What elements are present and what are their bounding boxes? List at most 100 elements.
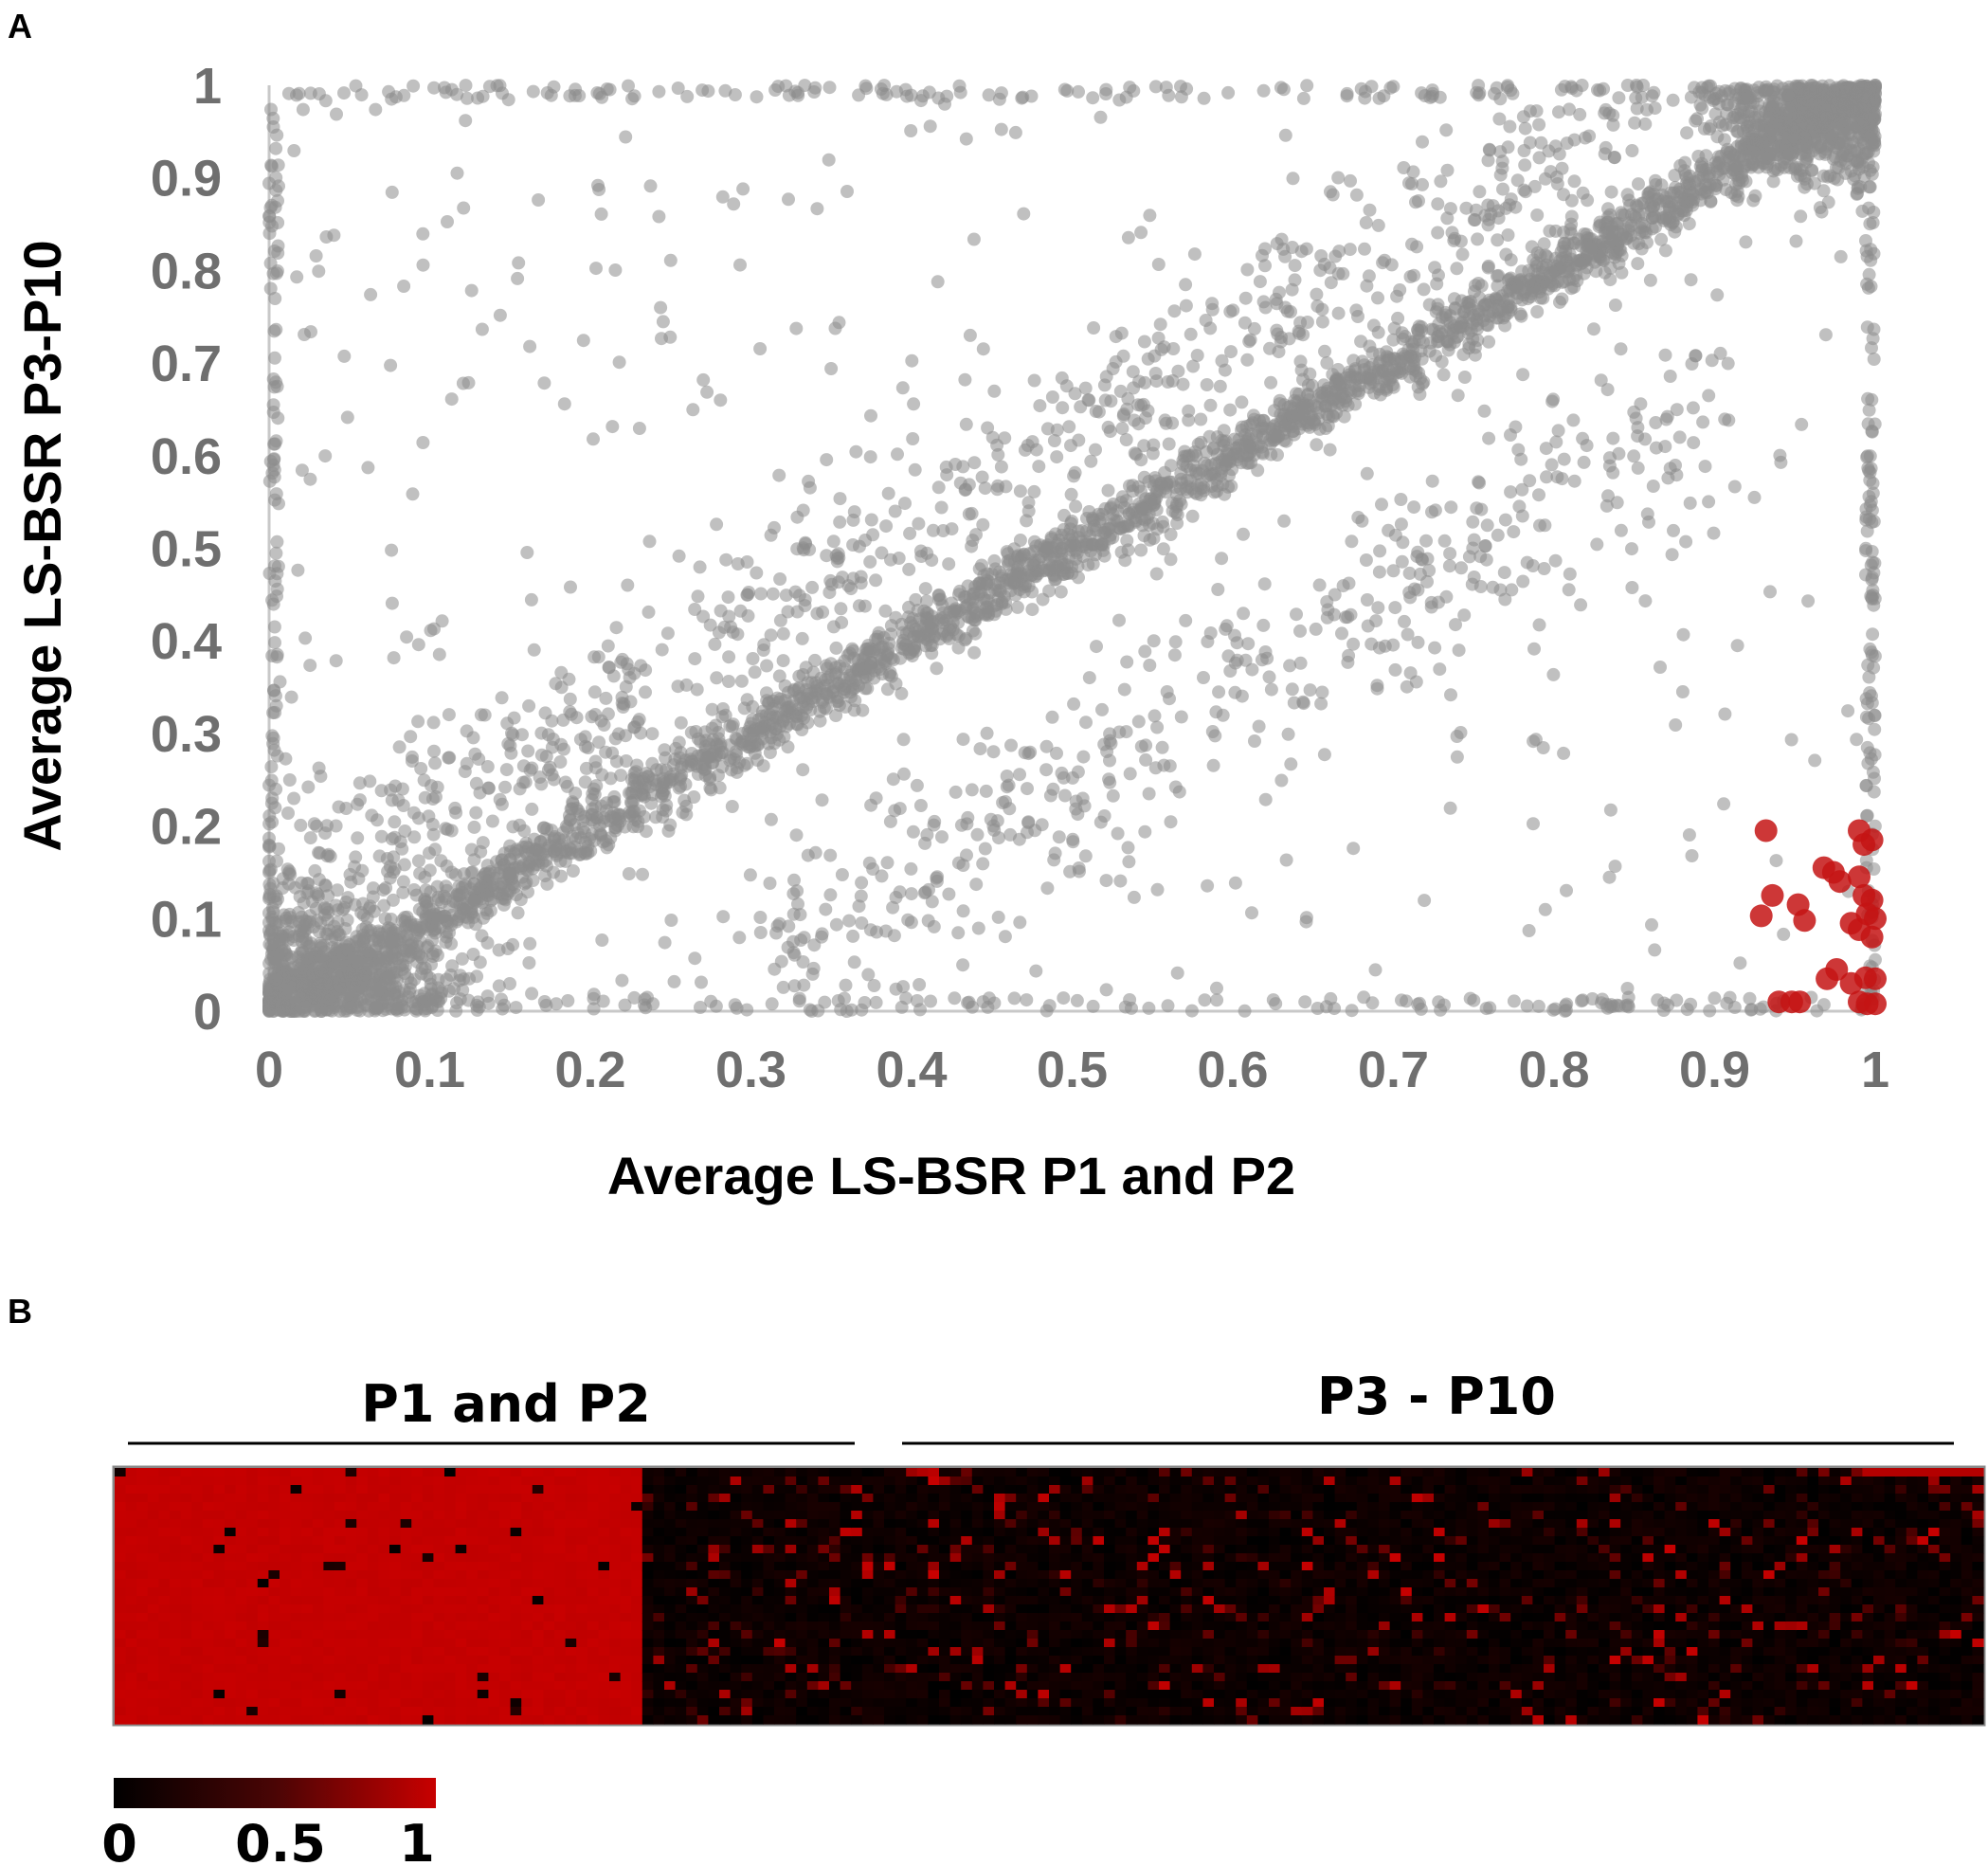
gray-point [1179,613,1193,627]
gray-point [423,846,436,861]
gray-point [341,891,355,905]
gray-point [1604,185,1618,199]
gray-point [1666,93,1680,107]
gray-point [1310,438,1324,452]
gray-point [691,732,705,746]
gray-point [875,869,889,883]
gray-point [1472,277,1486,290]
gray-point [1344,173,1357,188]
gray-point [810,607,824,621]
gray-point [1184,327,1198,341]
gray-point [1629,411,1643,426]
gray-point [384,783,398,797]
gray-point [1455,247,1470,262]
gray-point [716,910,731,924]
gray-point [469,776,483,790]
gray-point [1816,184,1831,198]
gray-point [287,791,301,806]
gray-point [1551,424,1565,438]
gray-point [1309,622,1323,636]
gray-point [1517,144,1531,157]
gray-point [731,557,745,571]
gray-point [1486,580,1500,594]
gray-point [657,775,671,789]
gray-point [967,645,982,660]
gray-point [973,742,987,756]
gray-point [1388,662,1402,677]
gray-points-series [262,79,1882,1018]
gray-point [930,871,944,885]
gray-point [1525,240,1539,254]
gray-point [1648,101,1662,116]
gray-point [356,897,370,911]
gray-point [1123,479,1136,493]
gray-point [1498,513,1512,527]
gray-point [1240,263,1255,277]
gray-point [1684,192,1698,207]
gray-point [1174,710,1188,724]
gray-point [1358,242,1371,256]
gray-point [1850,187,1864,201]
gray-point [1747,490,1762,504]
gray-point [855,876,869,890]
gray-point [1722,413,1736,427]
gray-point [1203,398,1218,412]
gray-point [1220,619,1234,633]
gray-point [1394,493,1408,506]
gray-point [1779,139,1793,154]
gray-point [740,588,754,602]
gray-point [426,827,441,842]
gray-point [1364,637,1379,651]
gray-point [1122,519,1136,534]
gray-point [623,671,637,684]
gray-point [1200,378,1214,391]
gray-point [1419,534,1433,548]
gray-point [1010,600,1024,614]
gray-point [731,627,745,642]
gray-point [721,590,735,605]
gray-point [1478,539,1492,553]
gray-point [986,819,1001,833]
gray-point [1483,309,1497,323]
gray-point [1101,420,1115,434]
gray-point [860,642,875,656]
gray-point [1455,561,1469,575]
gray-point [1557,237,1571,250]
gray-point [545,740,559,754]
gray-point [406,750,419,764]
gray-point [1262,670,1276,684]
gray-point [1109,330,1123,344]
gray-point [719,553,733,567]
gray-point [941,627,955,642]
gray-point [1349,188,1364,202]
gray-point [1620,79,1635,92]
gray-point [1687,436,1701,450]
gray-point [1148,761,1163,775]
gray-point [695,975,708,989]
gray-point [339,802,353,815]
gray-point [875,546,889,560]
gray-point [1134,398,1148,412]
gray-point [556,713,570,727]
gray-point [1702,389,1716,403]
gray-point [1540,470,1553,484]
gray-point [497,880,512,895]
gray-point [1078,381,1093,395]
gray-point [632,713,646,727]
gray-point [579,847,593,861]
gray-point [688,652,702,666]
gray-point [1084,454,1098,468]
gray-point [1331,306,1346,320]
x-tick-label: 1 [1861,1042,1889,1098]
gray-point [1707,526,1721,540]
gray-point [1293,624,1307,638]
gray-point [1464,324,1478,337]
gray-point [1021,504,1036,518]
gray-point [902,600,915,614]
gray-point [609,621,624,635]
gray-point [891,447,904,462]
gray-point [1447,233,1461,247]
gray-point [655,643,669,657]
gray-point [986,745,1001,759]
gray-point [539,854,552,867]
